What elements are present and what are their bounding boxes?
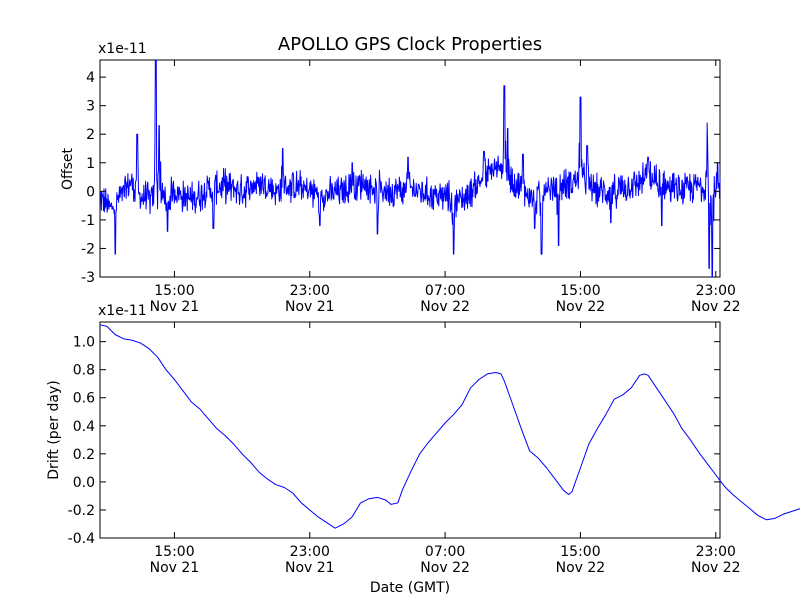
x-tick-label-time: 23:00 <box>290 283 330 299</box>
drift-y-ticks: -0.4 -0.2 0.0 0.2 0.4 0.6 0.8 1.0 <box>68 335 720 547</box>
y-tick-label: 3 <box>86 99 95 115</box>
x-tick-label-date: Nov 22 <box>691 560 741 576</box>
drift-y-axis-label: Drift (per day) <box>46 380 62 479</box>
y-tick-label: 0.6 <box>73 391 95 407</box>
y-tick-label: -0.4 <box>68 531 95 547</box>
x-tick-label-time: 15:00 <box>154 544 194 560</box>
offset-y-ticks: -3 -2 -1 0 1 2 3 4 <box>81 70 720 286</box>
x-tick-label-date: Nov 22 <box>691 299 741 315</box>
offset-multiplier: x1e-11 <box>98 41 147 57</box>
x-tick-label-time: 23:00 <box>290 544 330 560</box>
y-tick-label: -2 <box>81 241 95 257</box>
x-tick-label-date: Nov 22 <box>420 299 470 315</box>
drift-plot-frame <box>99 321 721 539</box>
x-tick-label-time: 07:00 <box>425 544 465 560</box>
y-tick-label: 2 <box>86 127 95 143</box>
x-tick-label-date: Nov 21 <box>285 299 335 315</box>
y-tick-label: -3 <box>81 270 95 286</box>
x-tick-label-time: 15:00 <box>560 283 600 299</box>
offset-plot-frame <box>99 59 721 278</box>
drift-multiplier: x1e-11 <box>98 303 147 319</box>
y-tick-label: 1 <box>86 156 95 172</box>
y-tick-label: 0.0 <box>73 475 95 491</box>
offset-series-line <box>99 59 721 278</box>
y-tick-label: 0.8 <box>73 363 95 379</box>
y-tick-label: 0.4 <box>73 419 95 435</box>
y-tick-label: 1.0 <box>73 335 95 351</box>
y-tick-label: -1 <box>81 213 95 229</box>
figure-title: APOLLO GPS Clock Properties <box>278 34 542 55</box>
x-tick-label-date: Nov 22 <box>420 560 470 576</box>
offset-y-axis-label: Offset <box>60 147 76 190</box>
y-tick-label: 4 <box>86 70 95 86</box>
x-tick-label-time: 23:00 <box>696 544 736 560</box>
x-tick-label-date: Nov 22 <box>556 299 606 315</box>
drift-series-line <box>99 324 800 529</box>
x-tick-label-date: Nov 21 <box>150 299 200 315</box>
x-tick-label-time: 15:00 <box>560 544 600 560</box>
y-tick-label: -0.2 <box>68 503 95 519</box>
x-tick-label-time: 15:00 <box>154 283 194 299</box>
x-tick-label-time: 23:00 <box>696 283 736 299</box>
x-tick-label-date: Nov 22 <box>556 560 606 576</box>
y-tick-label: 0 <box>86 184 95 200</box>
y-tick-label: 0.2 <box>73 447 95 463</box>
x-tick-label-time: 07:00 <box>425 283 465 299</box>
drift-x-axis-label: Date (GMT) <box>370 580 450 596</box>
x-tick-label-date: Nov 21 <box>285 560 335 576</box>
x-tick-label-date: Nov 21 <box>150 560 200 576</box>
